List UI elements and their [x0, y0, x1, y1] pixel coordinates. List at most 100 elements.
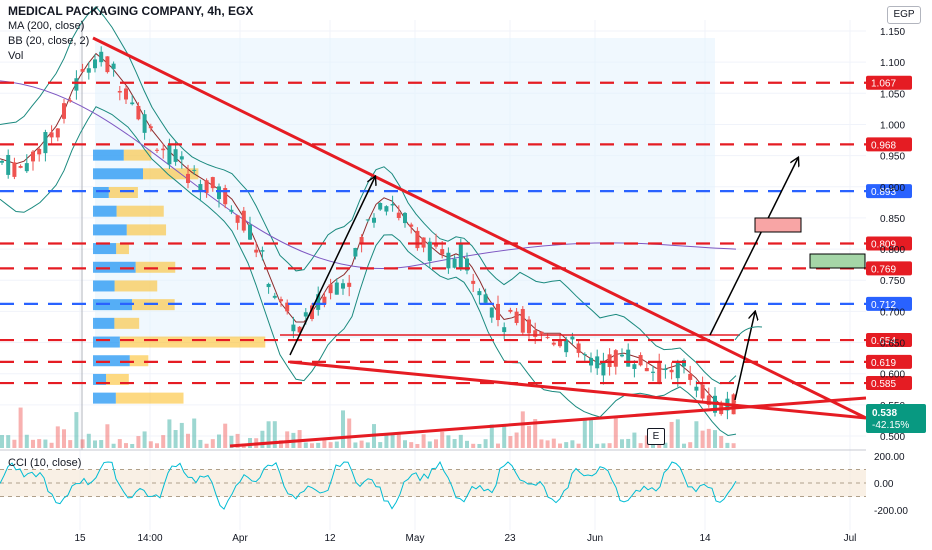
candle-body — [186, 173, 190, 184]
cci-tick-label: -200.00 — [874, 506, 908, 517]
candle-body — [111, 63, 116, 69]
candle-body — [533, 330, 538, 337]
candle-body — [663, 368, 668, 371]
volume-bar — [328, 442, 333, 448]
candle-body — [303, 312, 308, 317]
earnings-badge[interactable]: E — [647, 428, 665, 445]
volume-bar — [55, 426, 60, 448]
candle-body — [161, 148, 166, 151]
projection-arrow — [734, 312, 755, 401]
candle-body — [43, 132, 48, 154]
time-tick-label: 12 — [324, 533, 336, 544]
chart-title: MEDICAL PACKAGING COMPANY, 4h, EGX — [8, 4, 254, 18]
volume-bar — [31, 439, 35, 448]
bb-lower — [0, 106, 737, 436]
candle-body — [248, 224, 252, 240]
currency-button[interactable]: EGP — [887, 6, 921, 24]
volume-bar — [545, 440, 550, 448]
price-tick-label: 0.850 — [880, 214, 905, 225]
volume-profile-up — [93, 317, 115, 329]
volume-bar — [403, 440, 407, 448]
candle-body — [657, 361, 662, 384]
volume-bar — [675, 419, 680, 448]
volume-bar — [725, 442, 730, 448]
candle-body — [582, 354, 587, 356]
candle-body — [539, 331, 544, 334]
candle-body — [198, 184, 203, 192]
volume-bar — [198, 439, 203, 448]
volume-bar — [179, 422, 184, 448]
price-tick-label: 1.050 — [880, 89, 905, 100]
volume-bar — [86, 433, 91, 448]
candle-body — [74, 78, 79, 91]
volume-bar — [682, 443, 686, 448]
candle-body — [167, 144, 172, 165]
legend-ma[interactable]: MA (200, close) — [8, 20, 85, 32]
candle-body — [638, 355, 643, 366]
candle-body — [502, 327, 507, 333]
volume-profile-down — [106, 373, 129, 385]
volume-bar — [713, 430, 717, 448]
candle-body — [0, 160, 4, 163]
candle-body — [254, 249, 259, 253]
volume-profile-up — [93, 373, 107, 385]
volume-bar — [607, 443, 612, 448]
price-tick-label: 1.000 — [880, 120, 905, 131]
volume-bar — [452, 439, 457, 448]
volume-bar — [6, 435, 11, 448]
volume-bar — [477, 443, 482, 448]
legend-vol[interactable]: Vol — [8, 50, 24, 62]
candle-body — [551, 342, 556, 345]
candle-body — [644, 368, 649, 372]
volume-bar — [173, 430, 178, 448]
candle-body — [285, 302, 290, 312]
volume-bar — [731, 443, 736, 448]
volume-bar — [384, 433, 389, 448]
candle-body — [384, 206, 389, 212]
level-price-tag — [866, 296, 912, 311]
level-price-tag — [866, 354, 912, 369]
volume-bar — [62, 429, 66, 448]
candle-body — [272, 295, 277, 298]
volume-bar — [688, 442, 693, 448]
volume-profile-down — [116, 243, 129, 255]
volume-bar — [322, 438, 327, 448]
candle-body — [37, 148, 42, 155]
candle-body — [328, 284, 333, 294]
volume-bar — [514, 432, 519, 448]
candle-body — [179, 156, 184, 160]
cci-tick-label: 200.00 — [874, 452, 905, 463]
volume-bar — [223, 423, 228, 448]
candle-body — [86, 68, 91, 73]
price-axis: 1.150 1.100 1.050 1.000 0.950 0.900 0.850 0.800… — [880, 27, 905, 443]
candle-body — [291, 324, 296, 332]
volume-bar — [700, 430, 705, 448]
price-tick-label: 0.950 — [880, 152, 905, 163]
cci-legend[interactable]: CCI (10, close) — [8, 457, 82, 469]
volume-bar — [43, 439, 48, 448]
volume-bar — [186, 433, 190, 448]
candle-body — [632, 364, 637, 369]
volume-bar — [427, 441, 432, 448]
volume-bars — [0, 407, 736, 448]
legend-bb[interactable]: BB (20, close, 2) — [8, 35, 90, 47]
volume-bar — [297, 430, 302, 448]
candle-body — [260, 250, 265, 252]
volume-bar — [539, 439, 544, 448]
candle-body — [93, 59, 97, 69]
volume-profile-down — [114, 317, 140, 329]
candle-body — [651, 371, 655, 373]
candle-body — [210, 177, 215, 189]
time-tick-label: 14:00 — [137, 533, 162, 544]
volume-bar — [533, 419, 538, 448]
volume-bar — [155, 443, 159, 448]
volume-bar — [669, 421, 674, 448]
volume-bar — [161, 435, 166, 448]
target-box-green — [809, 253, 866, 269]
volume-bar — [310, 443, 314, 448]
volume-bar — [576, 443, 581, 448]
volume-bar — [706, 428, 711, 448]
candle-body — [334, 282, 339, 295]
level-price-label: 0.585 — [871, 379, 896, 390]
